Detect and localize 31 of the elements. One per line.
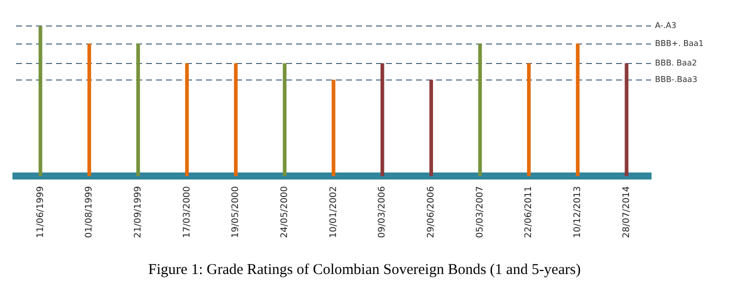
ref-line-label: BBB+. Baa1 bbox=[655, 39, 704, 48]
bar bbox=[332, 80, 336, 176]
x-tick-label: 22/06/2011 bbox=[524, 186, 534, 238]
bar bbox=[282, 63, 286, 176]
x-tick-label: 05/03/2007 bbox=[475, 186, 486, 238]
bar bbox=[136, 44, 140, 176]
x-tick-label: 29/06/2006 bbox=[426, 186, 437, 238]
x-tick-label: 28/07/2014 bbox=[622, 186, 632, 238]
ref-line-label: BBB-.Baa3 bbox=[655, 75, 698, 84]
bar bbox=[234, 63, 238, 176]
x-tick-label: 21/09/1999 bbox=[133, 186, 144, 238]
bar bbox=[38, 26, 42, 176]
bar bbox=[624, 63, 628, 176]
bar bbox=[429, 80, 434, 176]
x-tick-label: 11/06/1999 bbox=[36, 186, 46, 238]
bar bbox=[576, 44, 580, 176]
bar bbox=[527, 63, 531, 176]
x-tick-label: 10/01/2002 bbox=[328, 186, 339, 238]
x-tick-label: 01/08/1999 bbox=[84, 186, 95, 238]
x-tick-label: 17/03/2000 bbox=[182, 186, 192, 238]
bar bbox=[478, 44, 482, 176]
x-tick-label: 19/05/2000 bbox=[231, 186, 242, 238]
text: Figure 1: Grade Ratings of Colombian Sovereign Bonds (1 and 5-years) bbox=[147, 262, 582, 279]
bar bbox=[380, 63, 384, 176]
x-tick-label: 10/12/2013 bbox=[573, 186, 584, 238]
ref-line-label: BBB. Baa2 bbox=[655, 58, 697, 68]
bar bbox=[185, 63, 189, 176]
x-tick-label: 24/05/2000 bbox=[280, 186, 290, 238]
ref-line-label: A-.A3 bbox=[655, 21, 676, 30]
x-tick-label: 09/03/2006 bbox=[378, 186, 388, 238]
bar bbox=[87, 44, 92, 176]
